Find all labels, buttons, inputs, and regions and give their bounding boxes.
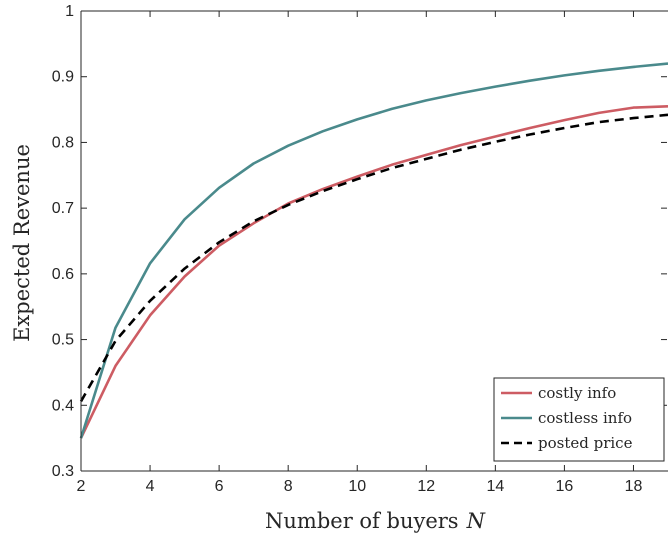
y-tick-label: 0.4	[52, 397, 74, 414]
legend: costly info costless info posted price	[493, 377, 665, 462]
x-tick-label: 14	[486, 478, 504, 495]
series-line-3	[79, 113, 668, 402]
x-axis-title: Number of buyers N	[265, 509, 486, 533]
y-tick-label: 0.6	[52, 266, 74, 283]
y-tick-label: 0.8	[52, 134, 74, 151]
y-tick-label: 0.3	[52, 463, 74, 480]
x-axis-title-text: Number of buyers	[265, 509, 459, 533]
legend-label-1: costly info	[538, 384, 616, 402]
x-tick-label: 2	[77, 478, 86, 495]
x-tick-label: 12	[417, 478, 435, 495]
x-tick-label: 10	[348, 478, 366, 495]
axes: 2 4 6 8 10 12 14 16 18 0.3 0.4 0.5 0.6 0.7 0.8 0.9 1	[52, 3, 668, 495]
x-tick-label: 4	[146, 478, 155, 495]
series-line-2	[79, 62, 668, 439]
x-tick-label: 6	[215, 478, 224, 495]
y-tick-label: 0.7	[52, 200, 74, 217]
series-line-1	[79, 105, 668, 439]
y-axis-title: Expected Revenue	[10, 144, 34, 342]
x-tick-label: 8	[284, 478, 293, 495]
y-tick-label: 0.9	[52, 69, 74, 86]
x-tick-label: 16	[556, 478, 574, 495]
legend-label-2: costless info	[538, 409, 632, 427]
x-axis-variable: N	[466, 509, 486, 533]
legend-label-3: posted price	[538, 434, 633, 452]
plot-area	[79, 62, 668, 439]
y-tick-label: 0.5	[52, 332, 74, 349]
x-tick-label: 18	[625, 478, 643, 495]
y-tick-label: 1	[65, 3, 74, 20]
